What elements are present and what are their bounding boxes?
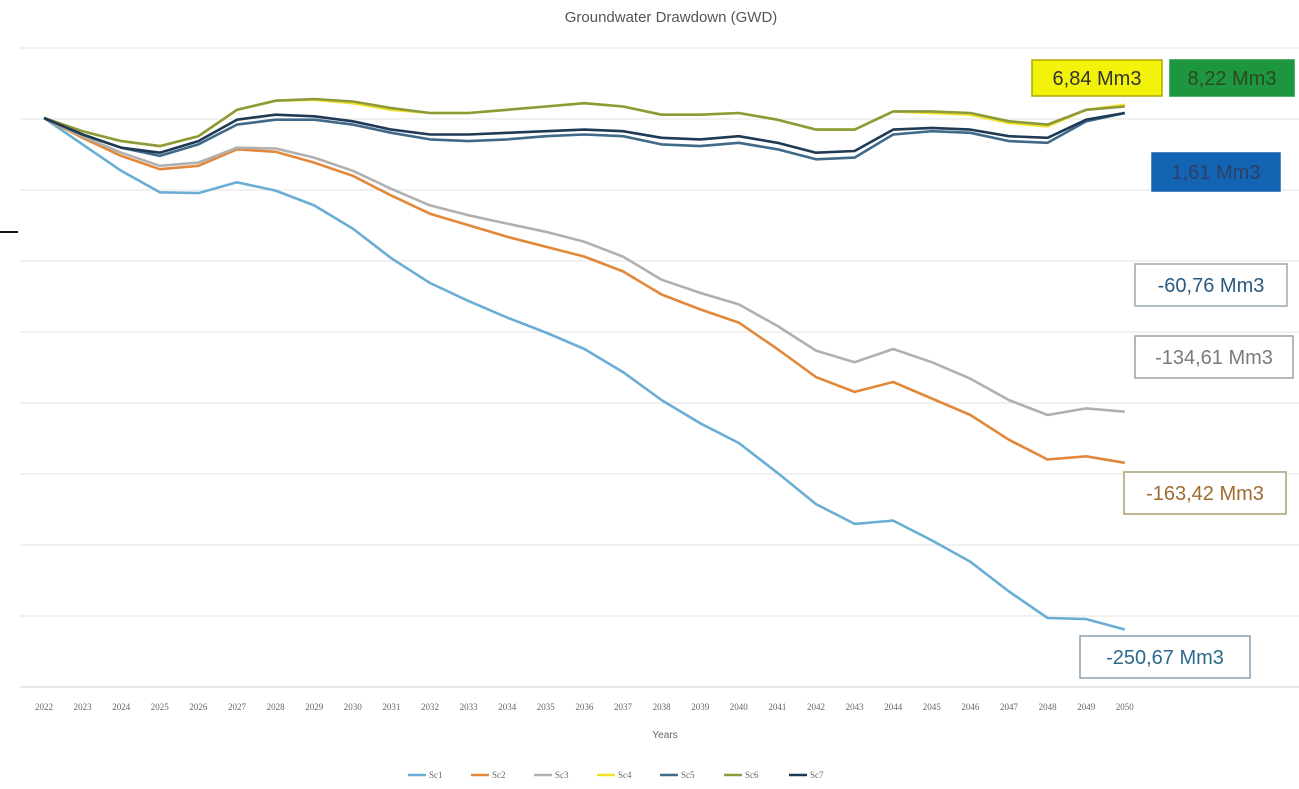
annotation-box-bg — [1134, 263, 1288, 307]
value-annotations: 6,84 Mm3 8,22 Mm3 1,61 Mm3 -60,76 Mm3 -134,6… — [1031, 59, 1295, 679]
series-line-sc1 — [43, 116, 1126, 631]
x-tick-label: 2038 — [653, 702, 672, 712]
x-tick-label: 2022 — [35, 702, 53, 712]
legend-label: Sc7 — [810, 770, 824, 780]
annotation-label: -163,42 Mm3 — [1146, 483, 1264, 505]
x-tick-label: 2023 — [74, 702, 93, 712]
legend-label: Sc2 — [492, 770, 506, 780]
legend-item: Sc1 — [408, 770, 443, 780]
annotation-box-bg — [1123, 471, 1287, 515]
annotation-box-bg — [1151, 152, 1281, 192]
chart-title: Groundwater Drawdown (GWD) — [565, 9, 778, 26]
x-tick-label: 2050 — [1116, 702, 1135, 712]
series-line-sc3 — [43, 116, 1125, 417]
annotation-label: 1,61 Mm3 — [1172, 162, 1261, 184]
annotation-label: 6,84 Mm3 — [1053, 68, 1142, 90]
series-line-sc5 — [43, 111, 1126, 161]
x-tick-label: 2027 — [228, 702, 247, 712]
annotation-box-bg — [1169, 59, 1295, 97]
x-tick-label: 2032 — [421, 702, 439, 712]
annotation-box: 6,84 Mm3 — [1031, 59, 1163, 97]
x-tick-label: 2033 — [460, 702, 479, 712]
series-line-sc6 — [43, 97, 1125, 148]
x-tick-label: 2045 — [923, 702, 942, 712]
legend-label: Sc5 — [681, 770, 695, 780]
legend-item: Sc7 — [789, 770, 824, 780]
annotation-box: 1,61 Mm3 — [1151, 152, 1281, 192]
legend-item: Sc4 — [597, 770, 632, 780]
legend-item: Sc5 — [660, 770, 695, 780]
x-tick-label: 2026 — [189, 702, 208, 712]
annotation-label: -134,61 Mm3 — [1155, 347, 1273, 369]
x-axis-label: Years — [652, 730, 677, 741]
x-tick-label: 2048 — [1039, 702, 1058, 712]
x-tick-label: 2041 — [768, 702, 786, 712]
x-tick-label: 2024 — [112, 702, 131, 712]
legend-label: Sc4 — [618, 770, 632, 780]
annotation-box-bg — [1134, 335, 1294, 379]
series-line-sc2 — [43, 116, 1126, 465]
annotation-box: -250,67 Mm3 — [1079, 635, 1251, 679]
series-line-sc7 — [43, 111, 1126, 154]
x-tick-label: 2044 — [884, 702, 903, 712]
x-tick-label: 2042 — [807, 702, 825, 712]
x-tick-label: 2036 — [575, 702, 594, 712]
annotation-box: 8,22 Mm3 — [1169, 59, 1295, 97]
legend: Sc1 Sc2 Sc3 Sc4 Sc5 Sc6 Sc7 — [408, 770, 824, 780]
legend-item: Sc2 — [471, 770, 506, 780]
x-tick-label: 2047 — [1000, 702, 1019, 712]
x-tick-label: 2034 — [498, 702, 517, 712]
annotation-box: -134,61 Mm3 — [1134, 335, 1294, 379]
legend-item: Sc3 — [534, 770, 569, 780]
x-tick-label: 2037 — [614, 702, 633, 712]
x-tick-label: 2030 — [344, 702, 363, 712]
series-lines — [43, 97, 1126, 631]
annotation-box-bg — [1079, 635, 1251, 679]
annotation-box-bg — [1031, 59, 1163, 97]
x-tick-label: 2028 — [267, 702, 286, 712]
annotation-box: -60,76 Mm3 — [1134, 263, 1288, 307]
x-tick-label: 2049 — [1077, 702, 1096, 712]
annotation-box: -163,42 Mm3 — [1123, 471, 1287, 515]
legend-item: Sc6 — [724, 770, 759, 780]
x-tick-label: 2035 — [537, 702, 556, 712]
annotation-label: 8,22 Mm3 — [1188, 68, 1277, 90]
x-tick-label: 2031 — [382, 702, 400, 712]
x-tick-label: 2040 — [730, 702, 749, 712]
x-tick-label: 2043 — [846, 702, 865, 712]
x-tick-label: 2025 — [151, 702, 170, 712]
x-tick-label: 2029 — [305, 702, 324, 712]
legend-label: Sc3 — [555, 770, 569, 780]
x-tick-label: 2046 — [961, 702, 980, 712]
legend-label: Sc6 — [745, 770, 759, 780]
gridlines — [20, 47, 1299, 688]
annotation-label: -60,76 Mm3 — [1158, 275, 1265, 297]
legend-label: Sc1 — [429, 770, 443, 780]
annotation-label: -250,67 Mm3 — [1106, 647, 1224, 669]
x-axis: 2022 2023 2024 2025 2026 2027 2028 2029 2030 2031… — [35, 702, 1134, 712]
x-tick-label: 2039 — [691, 702, 710, 712]
